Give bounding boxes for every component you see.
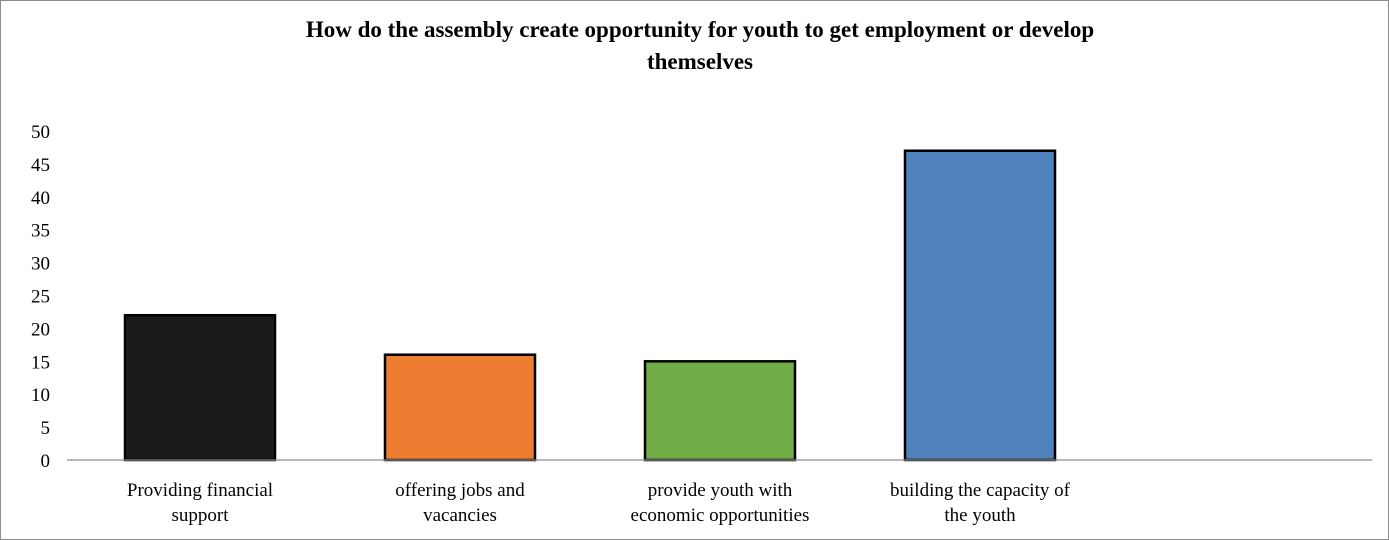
bars <box>123 149 1057 462</box>
y-tick-label: 50 <box>31 122 50 143</box>
y-tick-label: 25 <box>31 287 50 308</box>
x-category-label: economic opportunities <box>631 505 810 526</box>
x-category-label: the youth <box>944 505 1016 526</box>
bar <box>383 353 537 462</box>
chart-title-line-1: How do the assembly create opportunity f… <box>305 17 1095 42</box>
y-tick-label: 35 <box>31 221 50 242</box>
y-tick-label: 15 <box>31 352 50 373</box>
x-category-label: provide youth with <box>648 480 793 501</box>
y-tick-label: 30 <box>31 254 50 275</box>
x-category-label: vacancies <box>423 505 497 526</box>
bar <box>123 313 277 462</box>
x-category-label: support <box>172 505 230 526</box>
x-category-label: Providing financial <box>127 480 273 501</box>
x-axis: Providing financial support offering jobs … <box>67 459 1372 526</box>
y-tick-label: 10 <box>31 385 50 406</box>
chart-title: How do the assembly create opportunity f… <box>0 14 1389 78</box>
x-category-label: building the capacity of <box>890 480 1071 501</box>
x-category-label: offering jobs and <box>395 480 525 501</box>
y-tick-label: 45 <box>31 155 50 176</box>
bar <box>643 360 797 462</box>
y-tick-label: 40 <box>31 188 50 209</box>
y-tick-label: 0 <box>41 451 51 472</box>
bar <box>903 149 1057 462</box>
y-axis: 0 5 10 15 20 25 30 35 40 45 50 <box>31 122 50 472</box>
chart-title-line-2: themselves <box>646 49 754 74</box>
y-tick-label: 5 <box>41 418 51 439</box>
y-tick-label: 20 <box>31 319 50 340</box>
